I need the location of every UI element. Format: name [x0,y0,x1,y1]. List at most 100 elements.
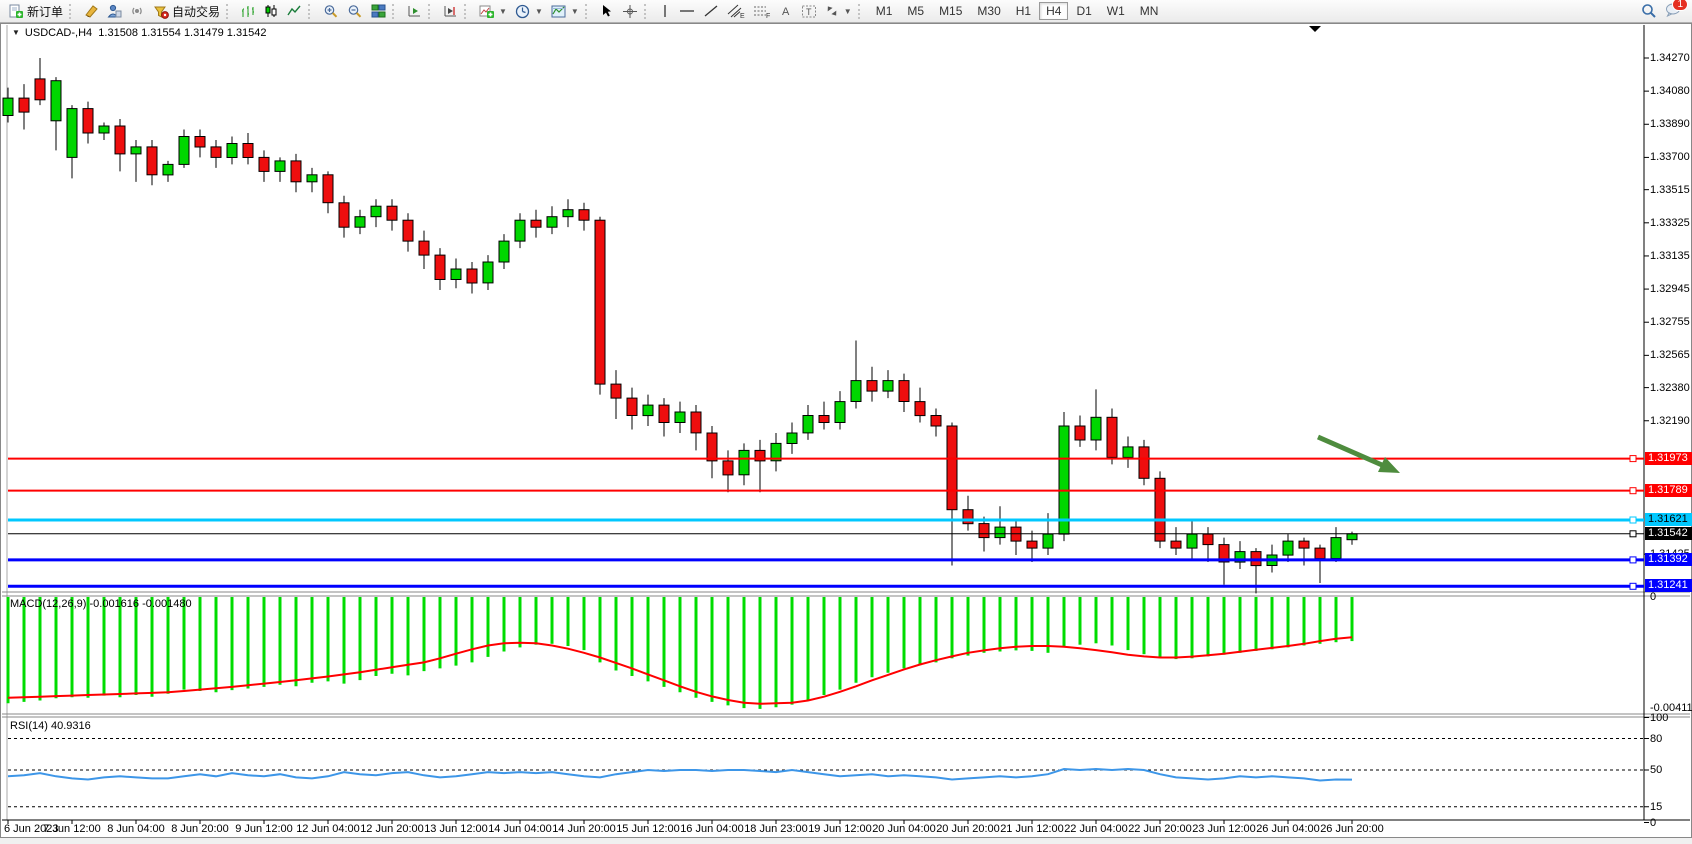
price-level-lines[interactable] [8,455,1644,590]
level-line-handle[interactable] [1629,530,1637,538]
candle [450,268,462,280]
price-tick-label: 1.32190 [1650,415,1690,427]
chat-button[interactable]: 1 [1665,0,1688,20]
candle [1298,540,1310,549]
candle [242,143,254,158]
styler-button[interactable] [80,1,103,22]
candle [658,404,670,424]
timeframe-D1[interactable]: D1 [1076,4,1092,18]
timeframe-M5[interactable]: M5 [907,4,925,18]
date-axis-label: 18 Jun 23:00 [744,823,808,835]
candle [146,146,158,176]
toolbar-grip [226,3,233,19]
date-axis-label: 21 Jun 12:00 [1000,823,1064,835]
level-line-handle[interactable] [1629,455,1637,463]
indicators-button[interactable]: ▼ [475,1,511,22]
templates-button[interactable]: ▼ [547,1,583,22]
new-order-button[interactable]: 新订单 [4,1,67,22]
date-axis-label: 8 Jun 20:00 [171,823,229,835]
level-line-handle[interactable] [1629,556,1637,564]
crosshair-tool-button[interactable] [618,1,642,22]
chart-shift-marker[interactable] [1309,26,1321,32]
price-level-badge[interactable]: 1.31241 [1645,579,1692,592]
timeframe-M15[interactable]: M15 [939,4,963,18]
candle [578,209,590,221]
candle [1074,425,1086,441]
rsi-name: RSI(14) [10,720,48,732]
price-tick-label: 1.34080 [1650,85,1690,97]
tile-windows-button[interactable] [367,1,390,22]
rsi-panel-label: RSI(14) 40.9316 [10,720,91,732]
chart-shift-button[interactable] [439,1,462,22]
periods-button[interactable]: ▼ [511,1,547,22]
rsi-value: 40.9316 [50,720,91,732]
candlestick-chart-icon [265,5,277,17]
fibonacci-icon: F [753,6,770,19]
candle [34,78,46,101]
level-line-handle[interactable] [1629,582,1637,590]
arrows-dropdown-caret: ▼ [843,6,852,16]
date-axis-label: 22 Jun 04:00 [1064,823,1128,835]
trendline-tool-button[interactable] [699,1,723,22]
chart-dropdown-icon[interactable]: ▼ [12,28,20,37]
candle [722,460,734,476]
cursor-tool-button[interactable] [596,1,618,22]
candle [818,415,830,423]
candle [866,380,878,392]
macd-axis-min: -0.004113 [1650,702,1692,714]
candle [514,219,526,242]
level-line-handle[interactable] [1629,487,1637,495]
bar-chart-button[interactable] [237,1,260,22]
algo-trading-button[interactable]: 自动交易 [149,1,224,22]
timeframe-M30[interactable]: M30 [977,4,1001,18]
date-axis-label: 19 Jun 12:00 [808,823,872,835]
date-axis-label: 12 Jun 04:00 [296,823,360,835]
candle [402,219,414,242]
candlestick-chart-button[interactable] [260,1,283,22]
vertical-line-tool-button[interactable] [655,1,675,22]
timeframe-M1[interactable]: M1 [875,4,893,18]
price-level-badge[interactable]: 1.31789 [1645,484,1692,497]
horizontal-line-tool-button[interactable] [675,1,699,22]
arrows-tool-button[interactable]: ▼ [821,1,856,22]
timeframe-H1[interactable]: H1 [1015,4,1032,18]
candle [178,136,190,165]
fibonacci-tool-button[interactable]: F [749,1,775,22]
candle [114,125,126,155]
svg-text:E: E [740,13,745,19]
annotation-arrow[interactable] [1316,434,1400,473]
timeframe-W1[interactable]: W1 [1106,4,1125,18]
text-label-tool-button[interactable]: T [797,1,821,22]
search-icon[interactable] [1641,3,1657,19]
line-chart-button[interactable] [283,1,306,22]
level-line-handle[interactable] [1629,516,1637,524]
candle [946,425,958,511]
timeframe-H4[interactable]: H4 [1039,2,1069,20]
candle [1170,540,1182,549]
candle [66,108,78,158]
template-icon [551,5,566,17]
candle [674,411,686,423]
candle [130,146,142,155]
equidistant-channel-tool-button[interactable]: E [723,1,749,22]
toolbar-grip [643,3,651,19]
new-order-label: 新订单 [27,4,64,19]
text-tool-button[interactable]: A [775,1,797,22]
market-signals-button[interactable] [126,1,149,22]
price-level-badge[interactable]: 1.31392 [1645,553,1692,566]
price-level-badge[interactable]: 1.31621 [1645,513,1692,526]
zoom-out-button[interactable] [343,1,367,22]
timeframe-MN[interactable]: MN [1139,4,1159,18]
auto-scroll-button[interactable] [403,1,426,22]
candle [802,415,814,434]
price-level-badge[interactable]: 1.31973 [1645,452,1692,465]
candlesticks[interactable] [2,58,1358,594]
profile-button[interactable] [103,1,126,22]
chart-window [0,23,1692,838]
zoom-in-button[interactable] [319,1,343,22]
candle [610,383,622,399]
date-axis-label: 20 Jun 20:00 [936,823,1000,835]
candle [162,163,174,176]
price-level-badge[interactable]: 1.31542 [1645,527,1692,540]
